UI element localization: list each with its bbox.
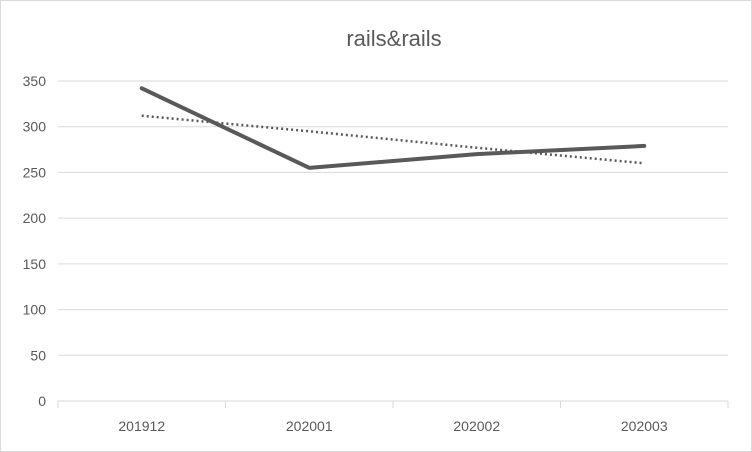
y-tick-label: 50	[30, 347, 46, 363]
trendline	[141, 114, 645, 165]
y-tick-label: 100	[23, 302, 47, 318]
series-lines	[139, 86, 647, 170]
x-tick-label: 202002	[453, 418, 500, 434]
y-axis-tick-labels: 0 50 100 150 200 250 300 350	[23, 73, 47, 409]
gridlines	[58, 80, 728, 356]
series-line-0	[139, 86, 647, 170]
axes	[57, 400, 729, 408]
x-axis-tick-labels: 201912 202001 202002 202003	[118, 418, 667, 434]
chart-title: rails&rails	[346, 26, 441, 51]
y-tick-label: 250	[23, 164, 47, 180]
x-tick-label: 201912	[118, 418, 165, 434]
y-tick-label: 200	[23, 210, 47, 226]
y-tick-label: 350	[23, 73, 47, 89]
y-tick-label: 150	[23, 256, 47, 272]
x-tick-label: 202003	[621, 418, 668, 434]
y-tick-label: 0	[38, 393, 46, 409]
x-tick-label: 202001	[286, 418, 333, 434]
y-tick-label: 300	[23, 119, 47, 135]
